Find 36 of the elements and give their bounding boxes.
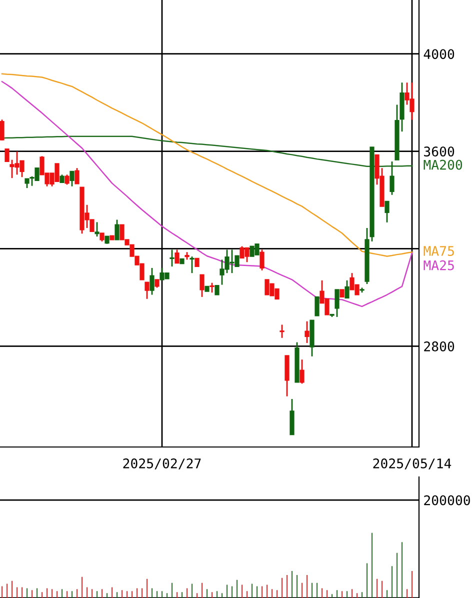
y-tick-label: 4000: [424, 49, 454, 60]
candlestick: [384, 200, 390, 224]
candlestick: [0, 118, 4, 142]
candlestick: [210, 282, 214, 294]
series-label: MA75: [424, 246, 454, 256]
candlestick: [260, 248, 264, 272]
candlestick: [190, 256, 194, 274]
candlestick: [150, 267, 154, 296]
x-tick-label: 2025/02/27: [123, 458, 201, 470]
candlestick: [4, 148, 10, 162]
candlestick: [74, 167, 80, 184]
candlestick: [170, 248, 174, 268]
candlestick: [304, 320, 310, 344]
candlestick: [70, 170, 74, 188]
candlestick: [314, 296, 320, 316]
candlestick: [174, 248, 180, 264]
candlestick: [94, 221, 100, 238]
candlestick: [300, 358, 304, 384]
x-tick-label: 2025/05/14: [373, 458, 452, 470]
candlestick: [214, 284, 220, 296]
candlestick: [64, 174, 70, 186]
series-label: MA25: [424, 260, 454, 270]
line-series: [1, 80, 413, 308]
y-tick-label: 2800: [424, 341, 454, 352]
candlestick: [344, 280, 350, 299]
y-tick-label: 3600: [424, 146, 454, 157]
candlestick: [280, 324, 284, 339]
candlestick: [114, 219, 120, 240]
line-series: [1, 73, 413, 257]
y-tick-label: 200000: [424, 495, 470, 506]
candlestick: [200, 274, 204, 298]
candlestick: [334, 288, 340, 318]
candlestick: [390, 160, 394, 196]
candlestick: [144, 282, 150, 300]
series-label: MA200: [424, 160, 462, 170]
candlestick: [290, 398, 294, 436]
